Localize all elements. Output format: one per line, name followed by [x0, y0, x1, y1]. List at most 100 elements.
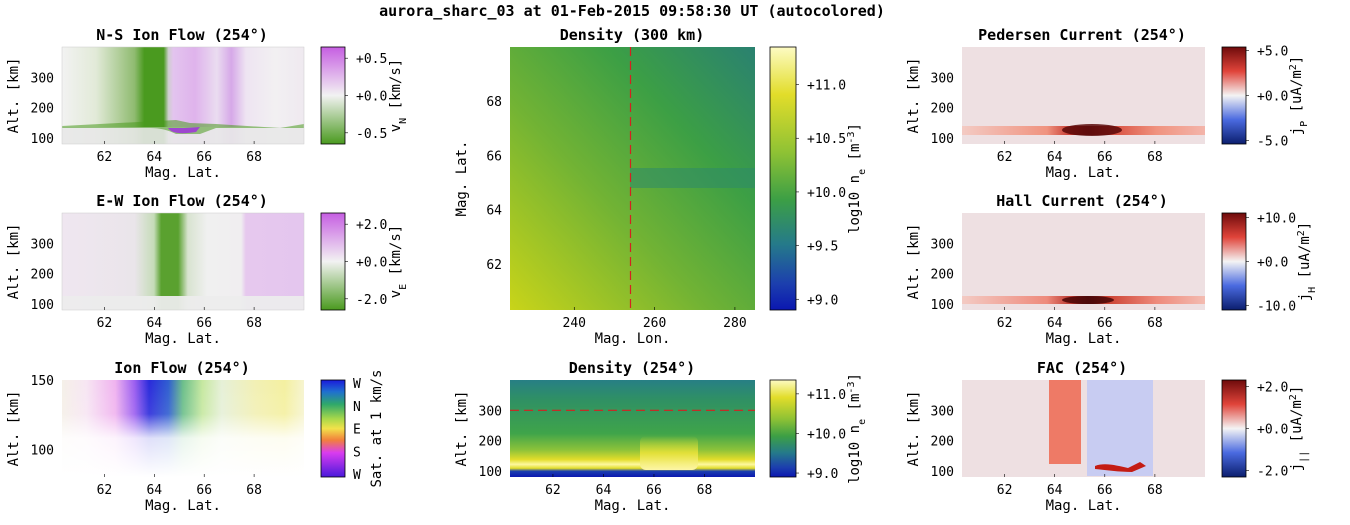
panel-title-ew-flow: E-W Ion Flow (254°)	[96, 192, 268, 210]
hall-xtick-label: 62	[997, 316, 1013, 331]
ew_flow-xlabel: Mag. Lat.	[145, 331, 221, 347]
ion_flow-ylabel: Alt. [km]	[6, 391, 22, 467]
figure-title: aurora_sharc_03 at 01-Feb-2015 09:58:30 …	[379, 2, 885, 20]
panel-title-pedersen: Pedersen Current (254°)	[978, 26, 1186, 44]
panel-title-hall: Hall Current (254°)	[996, 192, 1168, 210]
panel-title-ion-flow: Ion Flow (254°)	[114, 359, 249, 377]
ew-flow-lower-layer	[62, 296, 304, 310]
hall-xtick-label: 66	[1097, 316, 1113, 331]
ew_flow-xtick-label: 66	[196, 316, 212, 331]
ion_flow-cbar-tick-label: N	[353, 400, 361, 415]
pedersen-xtick-label: 62	[997, 150, 1013, 165]
density-alt-enhancement	[640, 436, 698, 470]
density_map-xtick-label: 260	[643, 316, 666, 331]
panel-pedersen: Pedersen Current (254°)	[962, 26, 1247, 145]
fac-downward-sheet	[1087, 380, 1153, 476]
pedersen-peak	[1062, 124, 1122, 136]
ion-flow-colorbar	[320, 379, 346, 478]
density_map-cbar-tick-label: +10.0	[807, 186, 846, 201]
ns_flow-ylabel: Alt. [km]	[6, 58, 22, 134]
ns_flow-cbar-tick-label: +0.5	[356, 52, 387, 67]
ion_flow-xtick-label: 64	[146, 483, 162, 498]
density_map-ylabel: Mag. Lat.	[454, 141, 470, 217]
hall-ytick-label: 200	[931, 268, 954, 283]
hall-peak	[1062, 296, 1114, 304]
pedersen-cbar-tick-label: -5.0	[1257, 134, 1288, 149]
pedersen-xtick-label: 66	[1097, 150, 1113, 165]
density_map-ytick-label: 62	[486, 258, 502, 273]
density_map-cbar-tick-label: +9.0	[807, 293, 838, 308]
fac-cbar-tick-label: +2.0	[1257, 380, 1288, 395]
panel-ion-flow: Ion Flow (254°)	[62, 359, 346, 478]
ns_flow-cbar-tick-label: +0.0	[356, 90, 387, 105]
pedersen-xlabel: Mag. Lat.	[1046, 165, 1122, 181]
density_map-cbar-tick-label: +9.5	[807, 240, 838, 255]
density-alt-colorbar	[769, 379, 797, 478]
ion_flow-xtick-label: 66	[196, 483, 212, 498]
panel-density-alt: Density (254°)	[510, 359, 797, 478]
ns-flow-purple-spot	[168, 127, 200, 134]
fac-lower-feature	[1095, 462, 1146, 472]
fac-field	[962, 380, 1205, 477]
density_alt-cbar-label: log10 ne [m-3]	[846, 373, 868, 484]
density_alt-ylabel: Alt. [km]	[454, 391, 470, 467]
density-map-colorbar	[769, 46, 797, 311]
density_alt-xtick-label: 68	[697, 483, 713, 498]
ew_flow-cbar-tick-label: +2.0	[356, 218, 387, 233]
ns-flow-lower-layer	[62, 127, 304, 144]
axes-layer: 62 64 66 68 100 200 300 Mag. Lat. Alt. [km] +0.5 +…	[6, 45, 1318, 514]
ew-flow-frame	[61, 212, 305, 311]
ew_flow-xtick-label: 62	[97, 316, 113, 331]
fac-xtick-label: 68	[1147, 483, 1163, 498]
density_map-ytick-label: 68	[486, 95, 502, 110]
pedersen-ytick-label: 100	[931, 132, 954, 147]
fac-xtick-label: 64	[1047, 483, 1063, 498]
ion-flow-fade	[62, 380, 304, 477]
hall-cbar-tick-label: -10.0	[1257, 300, 1296, 315]
fac-xtick-label: 66	[1097, 483, 1113, 498]
hall-ylabel: Alt. [km]	[906, 224, 922, 300]
ns_flow-xtick-label: 66	[196, 150, 212, 165]
ion_flow-ytick-label: 100	[31, 443, 54, 458]
ns_flow-ytick-label: 300	[31, 71, 54, 86]
hall-field	[962, 213, 1205, 310]
density_map-xtick-label: 280	[723, 316, 746, 331]
ion_flow-xtick-label: 62	[97, 483, 113, 498]
ns_flow-ytick-label: 200	[31, 102, 54, 117]
density_alt-cbar-tick-label: +11.0	[807, 388, 846, 403]
hall-xtick-label: 64	[1047, 316, 1063, 331]
fac-cbar-tick-label: -2.0	[1257, 465, 1288, 480]
hall-ytick-label: 300	[931, 237, 954, 252]
fac-xlabel: Mag. Lat.	[1046, 498, 1122, 514]
pedersen-cbar-label: jP [uA/m2]	[1288, 56, 1310, 136]
hall-xlabel: Mag. Lat.	[1046, 331, 1122, 347]
fac-ylabel: Alt. [km]	[906, 391, 922, 467]
density_map-xlabel: Mag. Lon.	[595, 331, 671, 347]
fac-xtick-label: 62	[997, 483, 1013, 498]
ew_flow-cbar-tick-label: -2.0	[356, 293, 387, 308]
ns_flow-cbar-tick-label: -0.5	[356, 127, 387, 142]
ns_flow-ytick-label: 100	[31, 132, 54, 147]
panel-ew-flow: E-W Ion Flow (254°)	[61, 192, 346, 311]
ew-flow-field	[62, 213, 304, 310]
fac-cbar-tick-label: +0.0	[1257, 423, 1288, 438]
density-alt-field	[510, 380, 755, 477]
fac-ytick-label: 200	[931, 435, 954, 450]
ion_flow-cbar-tick-label: W	[353, 468, 361, 483]
density_map-cbar-tick-label: +11.0	[807, 79, 846, 94]
panel-density-map: Density (300 km)	[510, 26, 797, 311]
density_map-ytick-label: 66	[486, 149, 502, 164]
hall-cbar-tick-label: +10.0	[1257, 211, 1296, 226]
pedersen-colorbar	[1221, 46, 1247, 145]
panel-ns-flow: N-S Ion Flow (254°)	[61, 26, 346, 145]
pedersen-ytick-label: 200	[931, 102, 954, 117]
panel-title-fac: FAC (254°)	[1037, 359, 1127, 377]
density_alt-xtick-label: 64	[596, 483, 612, 498]
ion_flow-xlabel: Mag. Lat.	[145, 498, 221, 514]
density-map-trough	[630, 168, 755, 188]
fac-ytick-label: 100	[931, 465, 954, 480]
ns-flow-green-streak	[62, 120, 304, 134]
density_alt-ytick-label: 300	[479, 404, 502, 419]
pedersen-ylabel: Alt. [km]	[906, 58, 922, 134]
ew_flow-ytick-label: 100	[31, 298, 54, 313]
